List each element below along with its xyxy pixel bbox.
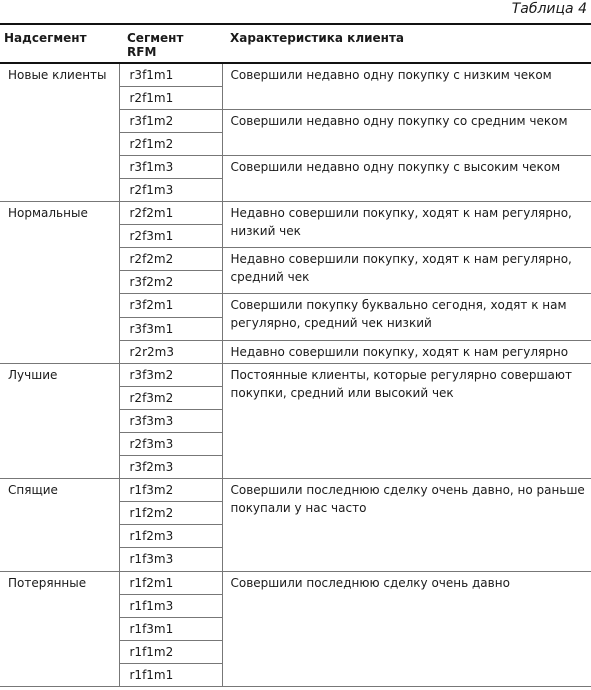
description-cell: Совершили последнюю сделку очень давно xyxy=(221,570,591,688)
table-row: r3f3m1 xyxy=(0,316,591,341)
description-cell: Совершили недавно одну покупку со средни… xyxy=(221,108,591,156)
table-row: r3f2m1 Совершили покупку буквально сегод… xyxy=(0,293,591,341)
table-row: Нормальные r2f2m1 Недавно совершили поку… xyxy=(0,201,591,364)
rfm-segments-table: Надсегмент Сегмент RFM Характеристика кл… xyxy=(0,23,591,688)
table-row: Спящие r1f3m2 Совершили последнюю сделку… xyxy=(0,478,591,572)
header-description: Характеристика клиента xyxy=(222,23,591,64)
description-cell: Совершили последнюю сделку очень давно, … xyxy=(221,478,591,572)
rfm-cell: r1f3m1 xyxy=(118,616,223,641)
table-row: r1f2m3 xyxy=(0,524,591,549)
table-row: r2f3m3 xyxy=(0,431,591,457)
supersegment-cell: Новые клиенты xyxy=(0,62,120,203)
rfm-cell: r3f3m2 xyxy=(118,362,223,387)
table-row: Новые клиенты r3f1m1 Совершили недавно о… xyxy=(0,62,591,203)
table-row: Лучшие r3f3m2 Постоянные клиенты, которы… xyxy=(0,362,591,480)
supersegment-cell: Нормальные xyxy=(0,201,120,364)
table-row: r2f1m2 xyxy=(0,131,591,156)
description-cell: Совершили покупку буквально сегодня, ход… xyxy=(221,293,591,341)
table-row: r1f1m1 xyxy=(0,662,591,688)
supersegment-cell: Спящие xyxy=(0,478,120,572)
rfm-cell: r2r2m3 xyxy=(118,339,223,364)
table-body: Новые клиенты r3f1m1 Совершили недавно о… xyxy=(0,62,591,688)
rfm-cell: r1f3m2 xyxy=(118,478,223,503)
rfm-cell: r3f1m3 xyxy=(118,154,223,179)
rfm-cell: r2f3m1 xyxy=(118,224,223,249)
rfm-cell: r1f1m1 xyxy=(118,662,223,688)
rfm-cell: r3f2m1 xyxy=(118,293,223,318)
rfm-cell: r2f3m3 xyxy=(118,431,223,457)
description-cell: Постоянные клиенты, которые регулярно со… xyxy=(221,362,591,480)
description-cell: Совершили недавно одну покупку с высоким… xyxy=(221,154,591,203)
supersegment-cell: Лучшие xyxy=(0,362,120,480)
table-row: r2f3m1 xyxy=(0,224,591,249)
rfm-cell: r1f2m3 xyxy=(118,524,223,549)
description-cell: Недавно совершили покупку, ходят к нам р… xyxy=(221,247,591,295)
description-cell: Недавно совершили покупку, ходят к нам р… xyxy=(221,201,591,249)
supersegment-cell: Потерянные xyxy=(0,570,120,688)
description-cell: Совершили недавно одну покупку с низким … xyxy=(221,62,591,110)
rfm-cell: r1f3m3 xyxy=(118,547,223,572)
rfm-cell: r2f1m2 xyxy=(118,131,223,156)
table-row: r2f3m2 xyxy=(0,385,591,410)
rfm-cell: r1f2m1 xyxy=(118,570,223,595)
table-header: Надсегмент Сегмент RFM Характеристика кл… xyxy=(0,23,591,64)
rfm-cell: r2f1m1 xyxy=(118,85,223,110)
rfm-cell: r2f1m3 xyxy=(118,177,223,203)
table-row: r2f2m2 Недавно совершили покупку, ходят … xyxy=(0,247,591,295)
rfm-cell: r3f3m3 xyxy=(118,408,223,434)
table-row: r2f1m1 xyxy=(0,85,591,110)
rfm-cell: r3f1m1 xyxy=(118,62,223,87)
table-caption: Таблица 4 xyxy=(511,1,587,17)
header-rfm-segment: Сегмент RFM xyxy=(119,23,222,64)
table-row: r2f1m3 xyxy=(0,177,591,203)
rfm-cell: r2f3m2 xyxy=(118,385,223,410)
rfm-cell: r2f2m2 xyxy=(118,247,223,272)
header-supersegment: Надсегмент xyxy=(0,23,119,64)
description-cell: Недавно совершили покупку, ходят к нам р… xyxy=(221,339,591,364)
table-row: r2r2m3 Недавно совершили покупку, ходят … xyxy=(0,339,591,364)
rfm-cell: r1f1m2 xyxy=(118,639,223,664)
rfm-cell: r3f2m2 xyxy=(118,270,223,295)
table-row: r3f2m3 xyxy=(0,455,591,480)
rfm-cell: r3f1m2 xyxy=(118,108,223,133)
rfm-cell: r1f1m3 xyxy=(118,593,223,618)
rfm-cell: r1f2m2 xyxy=(118,501,223,526)
rfm-cell: r2f2m1 xyxy=(118,201,223,226)
table-row: r1f3m1 xyxy=(0,616,591,641)
table-row: r3f2m2 xyxy=(0,270,591,295)
rfm-cell: r3f2m3 xyxy=(118,455,223,480)
table-row: Потерянные r1f2m1 Совершили последнюю сд… xyxy=(0,570,591,688)
rfm-cell: r3f3m1 xyxy=(118,316,223,341)
